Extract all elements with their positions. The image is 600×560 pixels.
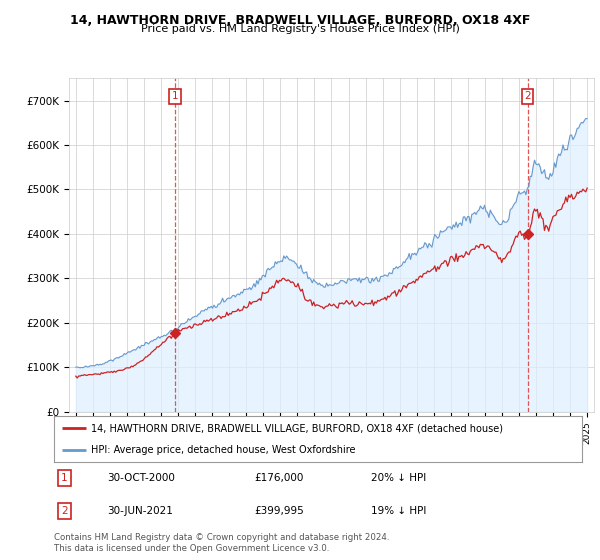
Text: HPI: Average price, detached house, West Oxfordshire: HPI: Average price, detached house, West… — [91, 445, 355, 455]
Text: 14, HAWTHORN DRIVE, BRADWELL VILLAGE, BURFORD, OX18 4XF (detached house): 14, HAWTHORN DRIVE, BRADWELL VILLAGE, BU… — [91, 423, 503, 433]
Text: 14, HAWTHORN DRIVE, BRADWELL VILLAGE, BURFORD, OX18 4XF: 14, HAWTHORN DRIVE, BRADWELL VILLAGE, BU… — [70, 14, 530, 27]
Text: £399,995: £399,995 — [254, 506, 304, 516]
Text: 19% ↓ HPI: 19% ↓ HPI — [371, 506, 426, 516]
Text: 2: 2 — [61, 506, 68, 516]
Text: Price paid vs. HM Land Registry's House Price Index (HPI): Price paid vs. HM Land Registry's House … — [140, 24, 460, 34]
Text: Contains HM Land Registry data © Crown copyright and database right 2024.
This d: Contains HM Land Registry data © Crown c… — [54, 533, 389, 553]
Text: 1: 1 — [172, 91, 179, 101]
Text: 20% ↓ HPI: 20% ↓ HPI — [371, 473, 426, 483]
Text: 1: 1 — [61, 473, 68, 483]
Text: 30-JUN-2021: 30-JUN-2021 — [107, 506, 173, 516]
Text: £176,000: £176,000 — [254, 473, 304, 483]
Text: 30-OCT-2000: 30-OCT-2000 — [107, 473, 175, 483]
Text: 2: 2 — [524, 91, 531, 101]
